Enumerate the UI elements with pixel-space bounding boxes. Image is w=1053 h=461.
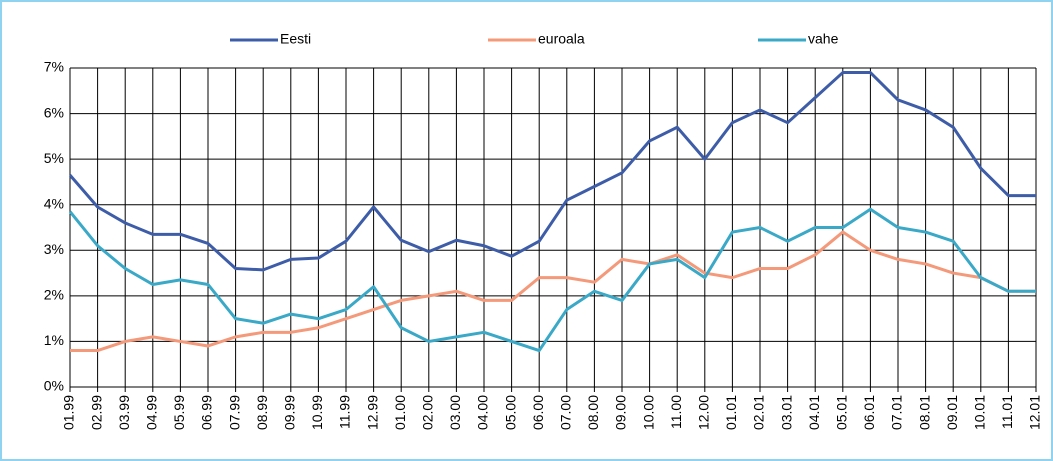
x-tick-label: 04.00 — [475, 395, 491, 430]
x-tick-label: 01.99 — [61, 395, 77, 430]
x-tick-label: 04.01 — [806, 395, 822, 430]
x-tick-label: 10.00 — [640, 395, 656, 430]
x-tick-label: 12.01 — [1027, 395, 1043, 430]
x-tick-label: 08.00 — [585, 395, 601, 430]
y-tick-label: 2% — [44, 287, 64, 303]
y-tick-label: 3% — [44, 241, 64, 257]
x-tick-label: 08.01 — [916, 395, 932, 430]
x-tick-label: 10.99 — [309, 395, 325, 430]
y-tick-label: 4% — [44, 195, 64, 211]
legend-label: euroala — [538, 31, 585, 47]
x-tick-label: 07.00 — [558, 395, 574, 430]
x-tick-label: 02.00 — [420, 395, 436, 430]
y-tick-label: 0% — [44, 378, 64, 394]
y-tick-label: 6% — [44, 104, 64, 120]
x-tick-label: 05.01 — [834, 395, 850, 430]
x-tick-label: 09.01 — [944, 395, 960, 430]
x-tick-label: 05.00 — [502, 395, 518, 430]
x-tick-label: 06.00 — [530, 395, 546, 430]
y-tick-label: 7% — [44, 59, 64, 75]
x-tick-label: 12.00 — [696, 395, 712, 430]
x-tick-label: 02.01 — [751, 395, 767, 430]
x-tick-label: 03.99 — [116, 395, 132, 430]
x-tick-label: 09.00 — [613, 395, 629, 430]
x-tick-label: 09.99 — [282, 395, 298, 430]
x-tick-label: 01.00 — [392, 395, 408, 430]
x-tick-label: 10.01 — [972, 395, 988, 430]
line — [68, 207, 1036, 353]
x-tick-label: 12.99 — [364, 395, 380, 430]
y-tick-label: 5% — [44, 150, 64, 166]
x-tick-label: 11.00 — [668, 395, 684, 429]
x-tick-label: 03.00 — [447, 395, 463, 430]
x-tick-label: 05.99 — [171, 395, 187, 430]
x-tick-label: 11.99 — [337, 395, 353, 429]
x-tick-label: 04.99 — [144, 395, 160, 430]
x-tick-label: 08.99 — [254, 395, 270, 430]
line — [68, 71, 1036, 272]
x-tick-label: 02.99 — [88, 395, 104, 430]
x-tick-label: 06.99 — [199, 395, 215, 430]
x-tick-label: 07.99 — [226, 395, 242, 430]
x-tick-label: 07.01 — [889, 395, 905, 430]
y-tick-label: 1% — [44, 332, 64, 348]
line — [70, 230, 1036, 353]
legend-label: vahe — [808, 31, 839, 47]
legend-label: Eesti — [280, 31, 311, 47]
x-tick-label: 06.01 — [861, 395, 877, 430]
x-tick-label: 11.01 — [999, 395, 1015, 429]
x-tick-label: 01.01 — [723, 395, 739, 430]
x-tick-label: 03.01 — [778, 395, 794, 430]
